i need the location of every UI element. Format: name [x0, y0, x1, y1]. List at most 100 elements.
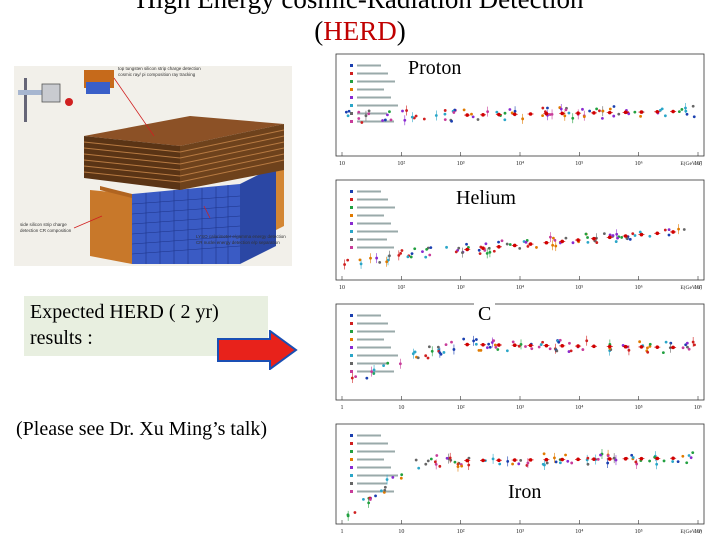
spectrum-point: [586, 462, 590, 466]
herd-expected-point: [497, 343, 501, 347]
spectrum-point: [660, 107, 664, 111]
legend-text-stub: [357, 64, 381, 67]
legend-marker: [350, 474, 353, 477]
spectrum-point: [600, 117, 604, 120]
spectrum-point: [510, 111, 514, 115]
spectrum-point: [360, 121, 364, 124]
spectrum-point: [450, 340, 453, 344]
talk-reference-note: (Please see Dr. Xu Ming’s talk): [16, 418, 268, 440]
spectrum-point: [638, 230, 642, 234]
spectrum-point: [477, 248, 481, 252]
x-tick-label: 10⁵: [635, 405, 643, 411]
herd-acronym: HERD: [323, 16, 397, 46]
x-tick-label: 10: [398, 529, 404, 535]
legend-text-stub: [357, 246, 394, 249]
herd-expected-point: [512, 458, 517, 462]
herd-expected-point: [607, 344, 612, 349]
spectrum-point: [457, 246, 461, 250]
spectrum-point: [382, 490, 386, 494]
x-tick-label: 10⁶: [694, 529, 702, 535]
spectrum-point: [433, 460, 437, 464]
spectrum-point: [439, 352, 443, 356]
spectrum-point: [692, 115, 696, 119]
spectrum-point: [425, 247, 429, 251]
spectrum-point: [486, 346, 489, 350]
spectrum-point: [545, 461, 549, 465]
spectrum-point: [571, 241, 575, 245]
legend-text-stub: [357, 362, 387, 365]
spectrum-point: [684, 109, 688, 113]
herd-expected-point: [576, 344, 580, 348]
spectrum-point: [537, 345, 541, 349]
spectrum-point: [449, 458, 453, 462]
herd-expected-point: [592, 344, 596, 349]
herd-expected-point: [655, 231, 660, 236]
herd-expected-point: [639, 110, 644, 114]
spectrum-point: [586, 456, 590, 460]
spectrum-point: [646, 350, 650, 354]
herd-detector-figure: top tungsten silicon strip charge detect…: [14, 66, 292, 266]
spectrum-point: [588, 109, 592, 113]
spectrum-point: [602, 232, 606, 236]
spectrum-point: [680, 108, 684, 111]
spectrum-point: [493, 343, 497, 347]
iron-spectrum-panel: 1 10 10² 10³ 10⁴ 10⁵ 10⁶ E(GeV/n) Iron: [302, 416, 712, 540]
plot-frame: [335, 179, 705, 281]
spectrum-point: [616, 236, 619, 240]
spectrum-point: [631, 456, 635, 459]
expected-line1: Expected HERD ( 2 yr): [30, 301, 219, 323]
spectrum-point: [471, 115, 475, 119]
spectrum-point: [539, 343, 543, 346]
herd-expected-point: [512, 243, 517, 248]
spectrum-point: [344, 110, 348, 114]
legend-marker: [350, 120, 353, 123]
plot-label-helium: Helium: [452, 186, 520, 210]
herd-expected-point: [481, 246, 485, 250]
spectrum-point: [503, 118, 507, 122]
spectrum-point: [462, 337, 466, 341]
legend-marker: [350, 112, 353, 115]
spectrum-point: [427, 345, 431, 349]
spectrum-point: [483, 248, 487, 252]
legend-marker: [350, 370, 353, 373]
legend-text-stub: [357, 466, 391, 469]
spectrum-point: [608, 107, 612, 111]
spectrum-point: [362, 497, 365, 501]
x-tick-label: 10⁵: [635, 529, 643, 535]
herd-expected-point: [465, 458, 469, 463]
herd-expected-point: [481, 342, 485, 347]
spectrum-point: [426, 459, 430, 463]
spectrum-point: [693, 343, 696, 347]
spectrum-point: [691, 104, 695, 108]
herd-expected-point: [592, 111, 596, 115]
spectrum-point: [630, 453, 634, 457]
spectrum-point: [399, 252, 403, 255]
spectrum-point: [347, 109, 351, 113]
spectrum-point: [685, 341, 689, 345]
spectrum-point: [553, 238, 557, 242]
spectrum-point: [429, 457, 433, 461]
spectrum-point: [612, 105, 616, 108]
spectrum-point: [628, 237, 632, 241]
spectrum-point: [453, 460, 457, 464]
spectrum-point: [357, 117, 361, 120]
spectrum-point: [497, 240, 500, 244]
spectrum-point: [410, 252, 414, 256]
spectrum-point: [519, 458, 523, 462]
spectrum-point: [568, 341, 571, 345]
legend-text-stub: [357, 322, 388, 325]
legend-marker: [350, 354, 353, 357]
spectrum-point: [487, 342, 491, 346]
x-tick-label: 10: [339, 285, 345, 291]
spectrum-point: [409, 255, 413, 259]
spectrum-point: [681, 454, 685, 458]
x-axis-label: E(GeV/n): [680, 528, 702, 535]
spectrum-point: [443, 109, 447, 112]
spectrum-point: [524, 240, 528, 244]
x-axis-label: E(GeV/n): [680, 160, 702, 167]
spectrum-point: [429, 246, 433, 249]
slide-title-line2: (HERD): [314, 16, 406, 46]
x-tick-label: 10⁶: [635, 161, 643, 167]
spectrum-point: [450, 119, 453, 123]
spectrum-point: [667, 228, 671, 232]
